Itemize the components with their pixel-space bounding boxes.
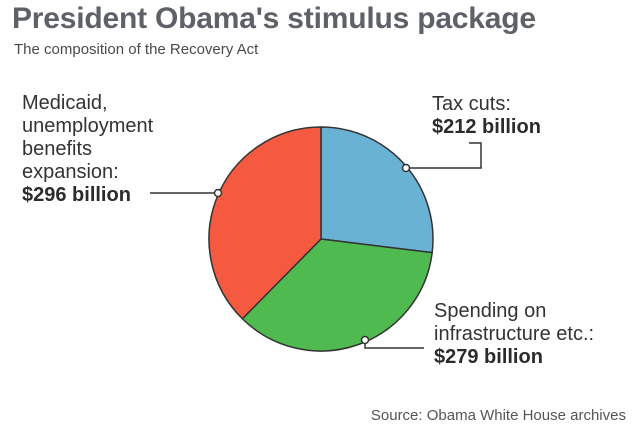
pie-slice-tax-cuts [320, 126, 434, 254]
callout-medicaid-line-1: Medicaid, [22, 92, 108, 114]
leader-line-tax-cuts-dot [401, 163, 411, 173]
leader-line-medicaid-dot [213, 188, 223, 198]
callout-tax-cuts: Tax cuts: $212 billion [432, 93, 541, 139]
callout-tax-cuts-line-1: Tax cuts: [432, 93, 511, 115]
leader-line-tax-cuts [406, 142, 482, 169]
callout-infrastructure-line-1: Spending on [434, 300, 547, 322]
leader-line-infrastructure [364, 340, 424, 349]
callout-infrastructure-line-2: infrastructure etc.: [434, 323, 595, 345]
chart-title: President Obama's stimulus package [12, 2, 536, 35]
source-note: Source: Obama White House archives [370, 407, 626, 424]
callout-medicaid-line-2: unemployment [22, 115, 154, 137]
callout-infrastructure: Spending on infrastructure etc.: $279 bi… [434, 300, 594, 369]
callout-medicaid-value: $296 billion [22, 184, 131, 206]
leader-line-infrastructure-dot [360, 335, 370, 345]
callout-infrastructure-value: $279 billion [434, 346, 543, 368]
callout-tax-cuts-value: $212 billion [432, 116, 541, 138]
callout-medicaid: Medicaid, unemployment benefits expansio… [22, 92, 153, 207]
pie-slice-infrastructure [241, 238, 433, 352]
chart-subtitle: The composition of the Recovery Act [14, 41, 259, 58]
callout-medicaid-line-4: expansion: [22, 161, 119, 183]
callout-medicaid-line-3: benefits [22, 138, 93, 160]
